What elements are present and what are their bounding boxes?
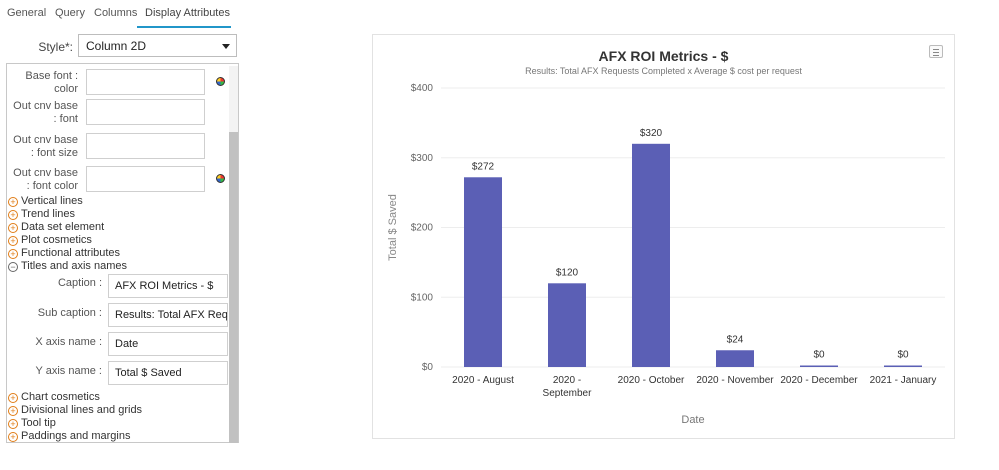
bar[interactable]: [716, 350, 754, 367]
x-tick-label: 2020 - December: [780, 375, 858, 386]
y-axis-name-input[interactable]: Total $ Saved: [108, 361, 228, 385]
section-label: Chart cosmetics: [21, 391, 100, 403]
caption-label: Caption :: [57, 277, 102, 289]
field-label-text: Out cnv base : font size: [13, 134, 78, 159]
section-chart-cosmetics[interactable]: + Chart cosmetics: [8, 391, 100, 404]
plus-circle-icon: +: [8, 223, 18, 233]
tab-columns[interactable]: Columns: [94, 7, 138, 19]
section-label: Divisional lines and grids: [21, 404, 143, 416]
out-cnv-base-font-color-input[interactable]: [86, 166, 205, 192]
section-label: Tool tip: [21, 417, 56, 429]
color-wheel-icon[interactable]: [216, 77, 225, 86]
caption-input[interactable]: AFX ROI Metrics - $: [108, 274, 228, 298]
column-chart: $0 $100 $200 $300 $400 $272 2020 - August $120 2…: [387, 83, 945, 426]
scrollbar-thumb[interactable]: [229, 132, 238, 443]
section-tool-tip[interactable]: + Tool tip: [8, 417, 56, 430]
active-tab-indicator: [137, 26, 231, 28]
bar[interactable]: [548, 283, 586, 367]
section-plot-cosmetics[interactable]: + Plot cosmetics: [8, 234, 92, 247]
x-tick-label: 2020 -September: [543, 375, 593, 399]
chevron-down-icon: [222, 44, 230, 49]
bar[interactable]: [884, 365, 922, 368]
x-axis-name-input[interactable]: Date: [108, 332, 228, 356]
section-label: Plot cosmetics: [21, 234, 92, 246]
section-data-set-element[interactable]: + Data set element: [8, 221, 104, 234]
data-label: $0: [897, 350, 909, 361]
section-titles-and-axis-names[interactable]: − Titles and axis names: [8, 260, 127, 273]
section-label: Data set element: [21, 221, 105, 233]
x-axis-title: Date: [681, 414, 704, 426]
section-functional-attributes[interactable]: + Functional attributes: [8, 247, 120, 260]
style-select[interactable]: Column 2D: [78, 34, 237, 57]
plus-circle-icon: +: [8, 236, 18, 246]
out-cnv-base-font-input[interactable]: [86, 99, 205, 125]
out-cnv-base-font-color-label: Out cnv base : font color: [8, 167, 78, 193]
data-label: $120: [556, 267, 579, 278]
chart-subtitle: Results: Total AFX Requests Completed x …: [525, 66, 802, 76]
plus-circle-icon: +: [8, 393, 18, 403]
x-axis-name-label: X axis name :: [35, 336, 102, 348]
tab-general[interactable]: General: [7, 7, 47, 19]
bar[interactable]: [632, 143, 670, 367]
menu-icon[interactable]: [929, 45, 943, 58]
field-label-text: Base font : color: [25, 70, 78, 95]
chart-title: AFX ROI Metrics - $: [598, 48, 729, 64]
y-axis-name-label: Y axis name :: [35, 365, 102, 377]
plus-circle-icon: +: [8, 210, 18, 220]
field-label-text: Out cnv base : font: [13, 100, 78, 125]
section-divisional-lines-and-grids[interactable]: + Divisional lines and grids: [8, 404, 142, 417]
y-tick-label: $400: [411, 83, 434, 94]
plus-circle-icon: +: [8, 197, 18, 207]
out-cnv-base-font-label: Out cnv base : font: [8, 100, 78, 126]
base-font-color-input[interactable]: [86, 69, 205, 95]
plus-circle-icon: +: [8, 249, 18, 259]
section-label: Functional attributes: [21, 247, 121, 259]
x-tick-label: 2020 - October: [618, 375, 685, 386]
minus-circle-icon: −: [8, 262, 18, 272]
y-tick-label: $300: [411, 153, 434, 164]
section-trend-lines[interactable]: + Trend lines: [8, 208, 75, 221]
y-tick-label: $200: [411, 223, 434, 234]
y-axis-title: Total $ Saved: [387, 194, 399, 261]
style-select-value: Column 2D: [86, 39, 147, 53]
section-label: Trend lines: [21, 208, 76, 220]
plus-circle-icon: +: [8, 432, 18, 442]
panel-scrollbar[interactable]: [229, 66, 238, 443]
tab-display-attributes[interactable]: Display Attributes: [145, 7, 230, 19]
sub-caption-input[interactable]: Results: Total AFX Requ: [108, 303, 228, 327]
tab-bar: General Query Columns Display Attributes: [0, 0, 300, 30]
out-cnv-base-font-size-label: Out cnv base : font size: [8, 134, 78, 160]
field-label-text: Out cnv base : font color: [13, 167, 78, 192]
section-paddings-and-margins[interactable]: + Paddings and margins: [8, 430, 130, 443]
plus-circle-icon: +: [8, 419, 18, 429]
x-tick-label: 2021 - January: [870, 375, 937, 386]
tab-query[interactable]: Query: [55, 7, 85, 19]
color-wheel-icon[interactable]: [216, 174, 225, 183]
data-label: $272: [472, 161, 495, 172]
y-tick-label: $0: [422, 362, 434, 373]
plus-circle-icon: +: [8, 406, 18, 416]
section-vertical-lines[interactable]: + Vertical lines: [8, 195, 83, 208]
y-tick-label: $100: [411, 292, 434, 303]
x-tick-label: 2020 - August: [452, 375, 514, 386]
section-label: Titles and axis names: [21, 260, 127, 272]
base-font-color-label: Base font : color: [8, 70, 78, 96]
out-cnv-base-font-size-input[interactable]: [86, 133, 205, 159]
bar[interactable]: [800, 365, 838, 368]
section-label: Paddings and margins: [21, 430, 131, 442]
style-label: Style*:: [38, 40, 73, 54]
section-label: Vertical lines: [21, 195, 83, 207]
chart-card: AFX ROI Metrics - $ Results: Total AFX R…: [372, 34, 955, 439]
sub-caption-label: Sub caption :: [37, 307, 102, 319]
bar[interactable]: [464, 177, 502, 367]
data-label: $0: [813, 350, 825, 361]
data-label: $24: [727, 334, 744, 345]
data-label: $320: [640, 128, 663, 139]
x-tick-label: 2020 - November: [696, 375, 774, 386]
